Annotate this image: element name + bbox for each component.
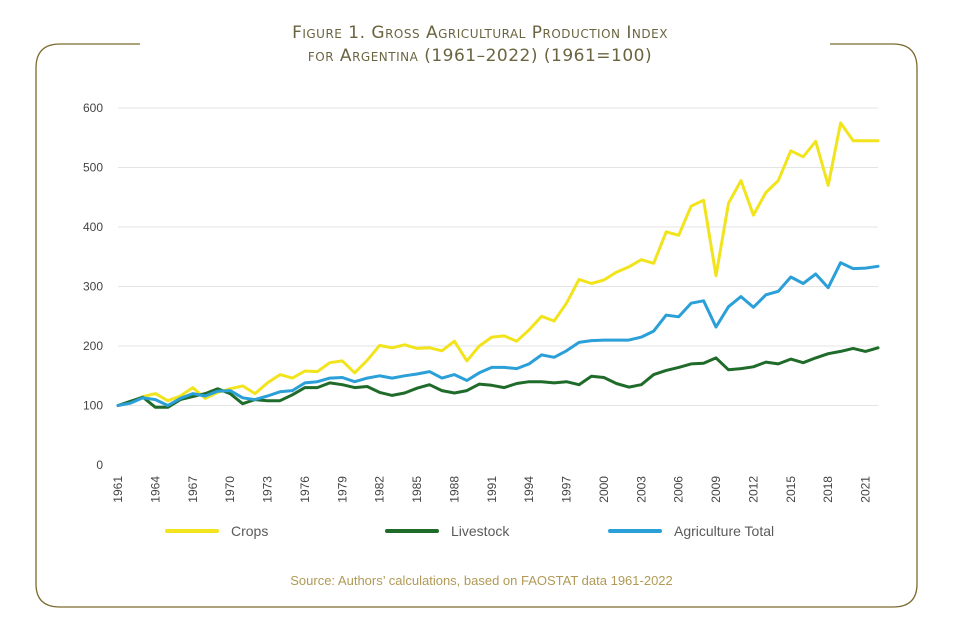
x-tick-label: 2015 [784, 476, 798, 503]
legend-swatch-crops [165, 529, 219, 533]
x-tick-label: 2006 [672, 476, 686, 503]
series-line-agriculture-total [116, 261, 880, 407]
x-tick-label: 2000 [597, 476, 611, 503]
x-tick-label: 1973 [261, 476, 275, 503]
x-tick-label: 1970 [223, 476, 237, 503]
grid-lines [118, 107, 878, 406]
y-tick-label: 600 [83, 101, 103, 115]
x-tick-label: 1991 [485, 476, 499, 503]
legend-item-livestock: Livestock [385, 520, 509, 542]
title-line-2: for Argentina (1961–2022) (1961=100) [307, 46, 653, 66]
x-axis-ticks: 1961 1964 1967 1970 1973 1976 1979 1982 1985 1988… [111, 476, 873, 503]
legend-label-crops: Crops [231, 523, 269, 539]
y-tick-label: 300 [83, 280, 103, 294]
y-tick-label: 200 [83, 339, 103, 353]
y-axis-ticks: 0 100 200 300 400 500 600 [83, 101, 103, 472]
legend-item-crops: Crops [165, 520, 268, 542]
legend-item-agriculture-total: Agriculture Total [608, 520, 774, 542]
source-note: Source: Authors’ calculations, based on … [290, 573, 673, 588]
x-tick-label: 2003 [634, 476, 648, 503]
x-tick-label: 1994 [522, 476, 536, 503]
x-tick-label: 1982 [373, 476, 387, 503]
frame-border [35, 43, 918, 608]
x-tick-label: 1964 [148, 476, 162, 503]
series-line-crops [116, 121, 880, 407]
x-tick-label: 1997 [560, 476, 574, 503]
x-tick-label: 2021 [859, 476, 873, 503]
x-tick-label: 2012 [746, 476, 760, 503]
y-tick-label: 100 [83, 399, 103, 413]
series-lines [116, 121, 880, 409]
legend-label-livestock: Livestock [451, 523, 510, 539]
x-tick-label: 1979 [335, 476, 349, 503]
y-tick-label: 400 [83, 220, 103, 234]
x-tick-label: 1967 [186, 476, 200, 503]
x-tick-label: 1988 [447, 476, 461, 503]
y-tick-label: 0 [96, 458, 103, 472]
series-line-livestock [116, 346, 880, 409]
x-tick-label: 2018 [821, 476, 835, 503]
x-tick-label: 1961 [111, 476, 125, 503]
y-tick-label: 500 [83, 161, 103, 175]
x-tick-label: 1985 [410, 476, 424, 503]
legend-swatch-livestock [385, 529, 439, 533]
title-line-1: Figure 1. Gross Agricultural Production … [292, 23, 668, 43]
x-tick-label: 1976 [298, 476, 312, 503]
chart-title: Figure 1. Gross Agricultural Production … [160, 22, 800, 68]
legend-label-agriculture-total: Agriculture Total [674, 523, 775, 539]
legend-swatch-agriculture-total [608, 529, 662, 533]
x-tick-label: 2009 [709, 476, 723, 503]
